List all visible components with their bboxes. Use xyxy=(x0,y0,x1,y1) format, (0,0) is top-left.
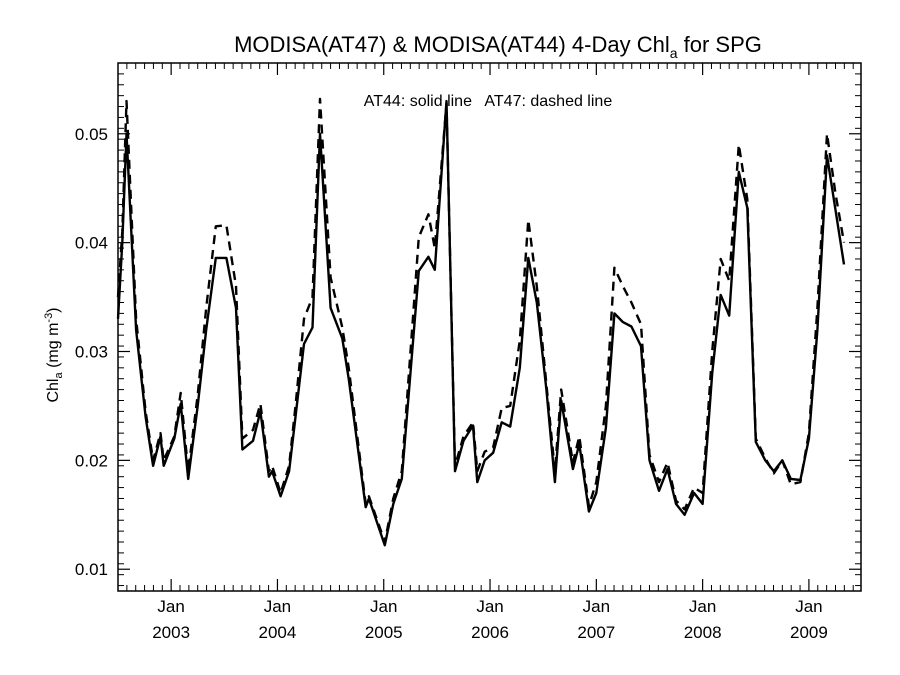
y-tick-label-3: 0.04 xyxy=(75,234,108,253)
x-tick-label-month-2: Jan xyxy=(370,597,397,616)
x-tick-label-year-6: 2009 xyxy=(790,623,828,642)
x-tick-label-year-3: 2006 xyxy=(471,623,509,642)
y-axis-label: Chla (mg m-3) xyxy=(43,307,65,402)
y-axis-label-superscript: -3 xyxy=(43,313,55,323)
x-tick-label-year-1: 2004 xyxy=(259,623,297,642)
y-tick-label-0: 0.01 xyxy=(75,560,108,579)
x-tick-label-month-4: Jan xyxy=(583,597,610,616)
chart-title-tail: for SPG xyxy=(678,32,762,57)
x-tick-label-year-4: 2007 xyxy=(577,623,615,642)
chart-title-main: MODISA(AT47) & MODISA(AT44) 4-Day Chl xyxy=(234,32,670,57)
y-axis-label-subscript: a xyxy=(53,372,65,379)
y-tick-label-4: 0.05 xyxy=(75,125,108,144)
y-axis-label-units: (mg m xyxy=(45,323,62,373)
x-tick-label-month-0: Jan xyxy=(157,597,184,616)
y-tick-label-2: 0.03 xyxy=(75,342,108,361)
axis-ticks xyxy=(117,63,861,591)
y-axis-label-units-close: ) xyxy=(45,307,62,312)
x-tick-label-year-5: 2008 xyxy=(684,623,722,642)
plot-lines xyxy=(116,97,846,547)
series-annotation: AT44: solid line AT47: dashed line xyxy=(364,93,613,110)
x-tick-label-month-1: Jan xyxy=(264,597,291,616)
x-tick-label-month-5: Jan xyxy=(689,597,716,616)
plot-frame xyxy=(117,62,862,592)
chart-title: MODISA(AT47) & MODISA(AT44) 4-Day Chla f… xyxy=(234,32,762,61)
x-tick-label-year-2: 2005 xyxy=(365,623,403,642)
axis-tick-labels: 0.01 0.02 0.03 0.04 0.05 Jan 2003 Jan 2004 Jan 200… xyxy=(75,125,828,642)
series-line-at44 xyxy=(116,99,846,547)
y-axis-label-base: Chl xyxy=(45,379,62,403)
y-tick-label-1: 0.02 xyxy=(75,451,108,470)
series-line-at47 xyxy=(116,97,846,544)
x-tick-label-year-0: 2003 xyxy=(152,623,190,642)
x-tick-label-month-3: Jan xyxy=(476,597,503,616)
x-tick-label-month-6: Jan xyxy=(795,597,822,616)
chart-title-subscript: a xyxy=(670,45,678,61)
